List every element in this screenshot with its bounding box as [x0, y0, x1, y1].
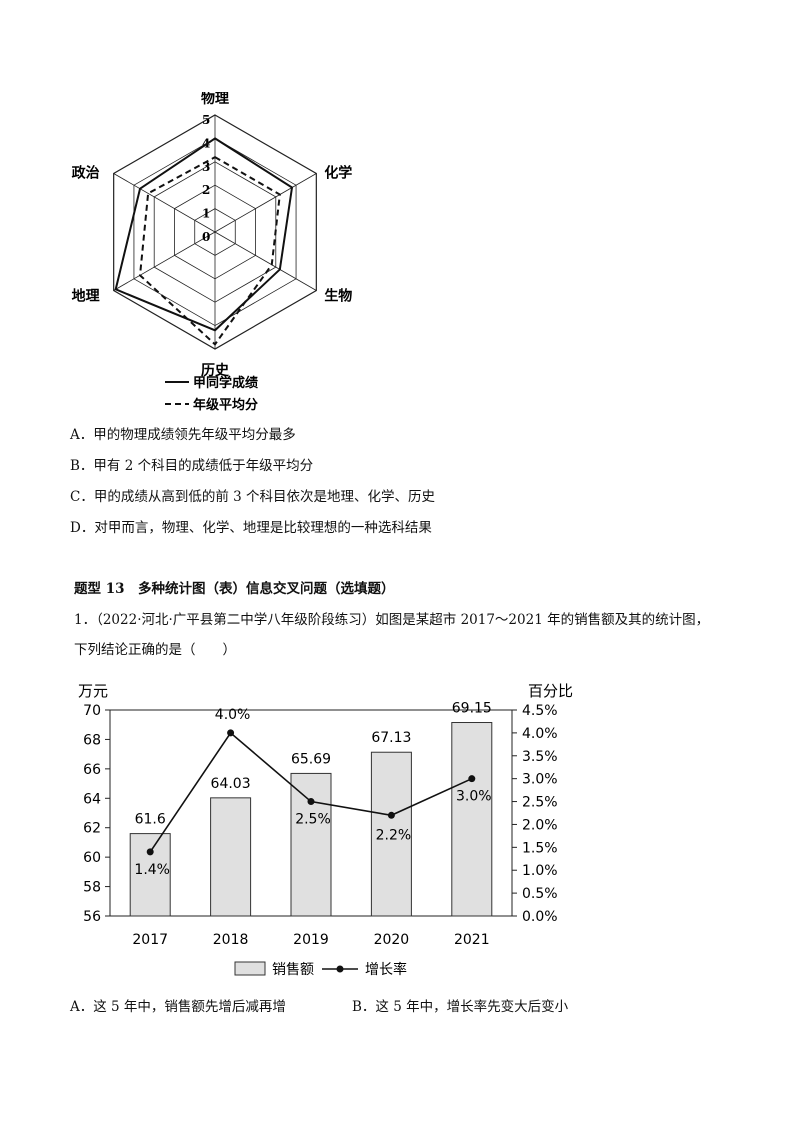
option-b: B．甲有 2 个科目的成绩低于年级平均分 — [70, 458, 314, 474]
radar-average-polygon — [138, 155, 281, 346]
rate-value-label: 2.5% — [295, 812, 331, 828]
bar-2018 — [210, 797, 252, 917]
rate-point-2017 — [146, 848, 154, 856]
legend-student-label: 甲同学成绩 — [193, 375, 258, 391]
y2-axis-ticks: 4.5% 4.0% 3.5% 3.0% 2.5% 2.0% 1.5% 1.0% 0.5% 0.0% — [512, 703, 558, 925]
radar-scale-label: 1 — [202, 207, 210, 221]
option-bottom-b: B．这 5 年中，增长率先变大后变小 — [352, 999, 569, 1015]
y2-tick-label: 0.5% — [522, 886, 558, 902]
y-axis-ticks: 70 68 66 64 62 60 58 56 — [83, 703, 110, 925]
radar-axis-label: 生物 — [324, 288, 352, 305]
y2-tick-label: 4.5% — [522, 703, 558, 719]
bar-2017 — [129, 833, 171, 917]
sales-chart: 万元 百分比 70 68 66 64 62 60 58 56 4.5% 4.0% 3.5% 3.0%… — [78, 682, 573, 978]
option-c: C．甲的成绩从高到低的前 3 个科目依次是地理、化学、历史 — [70, 489, 436, 505]
x-axis-ticks: 2017 2018 2019 2020 2021 — [132, 932, 489, 948]
radar-spoke — [214, 173, 317, 233]
y-tick-label: 66 — [83, 762, 101, 778]
y-tick-label: 64 — [83, 791, 101, 807]
y2-tick-label: 0.0% — [522, 909, 558, 925]
x-tick-label: 2018 — [213, 932, 249, 948]
radar-axis-label: 政治 — [72, 165, 100, 182]
option-a: A．甲的物理成绩领先年级平均分最多 — [70, 427, 296, 443]
y-axis-title: 万元 — [78, 682, 108, 700]
question-line-1: 1．（2022·河北·广平县第二中学八年级阶段练习）如图是某超市 2017～20… — [74, 612, 710, 628]
y-tick-label: 60 — [83, 850, 101, 866]
legend-sales-label: 销售额 — [272, 962, 314, 978]
bars: 61.6 64.03 65.69 67.13 69.15 — [129, 701, 493, 917]
bar-value-label: 64.03 — [211, 776, 251, 792]
radar-student-polygon — [114, 137, 294, 332]
legend-average-label: 年级平均分 — [193, 397, 258, 413]
option-bottom-a: A．这 5 年中，销售额先增后减再增 — [70, 999, 286, 1015]
y2-tick-label: 2.5% — [522, 795, 558, 811]
bar-2019 — [290, 772, 332, 917]
bar-value-label: 67.13 — [371, 730, 411, 746]
chart-legend: 销售额 增长率 — [234, 961, 407, 978]
rate-value-label: 2.2% — [376, 827, 412, 843]
y2-tick-label: 2.0% — [522, 817, 558, 833]
radar-grid — [113, 114, 317, 350]
option-d: D．对甲而言，物理、化学、地理是比较理想的一种选科结果 — [70, 520, 432, 536]
y-tick-label: 58 — [83, 880, 101, 896]
y-tick-label: 62 — [83, 821, 101, 837]
legend-line-marker — [336, 965, 344, 973]
radar-axis-label: 地理 — [72, 288, 100, 305]
rate-value-label: 3.0% — [456, 789, 492, 805]
y-tick-label: 70 — [83, 703, 101, 719]
legend-bar-swatch — [234, 961, 266, 976]
radar-axis-label: 化学 — [324, 165, 352, 182]
radar-scale-label: 5 — [202, 113, 210, 127]
y2-tick-label: 1.0% — [522, 863, 558, 879]
x-tick-label: 2021 — [454, 932, 490, 948]
bar-value-label: 61.6 — [135, 812, 166, 828]
radar-spoke — [113, 173, 216, 233]
x-tick-label: 2017 — [132, 932, 168, 948]
rate-point-2021 — [468, 775, 476, 783]
legend-rate-label: 增长率 — [365, 961, 407, 978]
y2-tick-label: 1.5% — [522, 840, 558, 856]
radar-spoke — [113, 231, 216, 291]
rate-point-2020 — [387, 811, 395, 819]
radar-legend: 甲同学成绩 年级平均分 — [165, 375, 258, 413]
rate-points: 1.4% 4.0% 2.5% 2.2% 3.0% — [134, 707, 491, 878]
y2-tick-label: 4.0% — [522, 726, 558, 742]
bar-value-label: 65.69 — [291, 751, 331, 767]
y2-tick-label: 3.5% — [522, 749, 558, 765]
section-title: 题型 13 多种统计图（表）信息交叉问题（选填题） — [74, 581, 395, 597]
rate-point-2018 — [227, 729, 235, 737]
y2-tick-label: 3.0% — [522, 772, 558, 788]
radar-scale-label: 0 — [202, 230, 210, 244]
y-tick-label: 56 — [83, 909, 101, 925]
question-line-2: 下列结论正确的是（ ） — [74, 642, 236, 658]
radar-spoke — [214, 231, 317, 291]
x-tick-label: 2020 — [374, 932, 410, 948]
bar-value-label: 69.15 — [452, 701, 492, 717]
radar-scale-label: 3 — [202, 160, 210, 174]
rate-value-label: 4.0% — [215, 707, 251, 723]
radar-axis-label: 历史 — [201, 363, 230, 379]
x-tick-label: 2019 — [293, 932, 329, 948]
bar-2021 — [451, 722, 493, 917]
radar-axis-label: 物理 — [201, 92, 229, 107]
bar-2020 — [370, 751, 412, 917]
rate-value-label: 1.4% — [134, 862, 170, 878]
y-tick-label: 68 — [83, 732, 101, 748]
radar-scale-label: 2 — [202, 183, 210, 197]
rate-point-2019 — [307, 798, 315, 806]
y2-axis-title: 百分比 — [528, 682, 573, 700]
